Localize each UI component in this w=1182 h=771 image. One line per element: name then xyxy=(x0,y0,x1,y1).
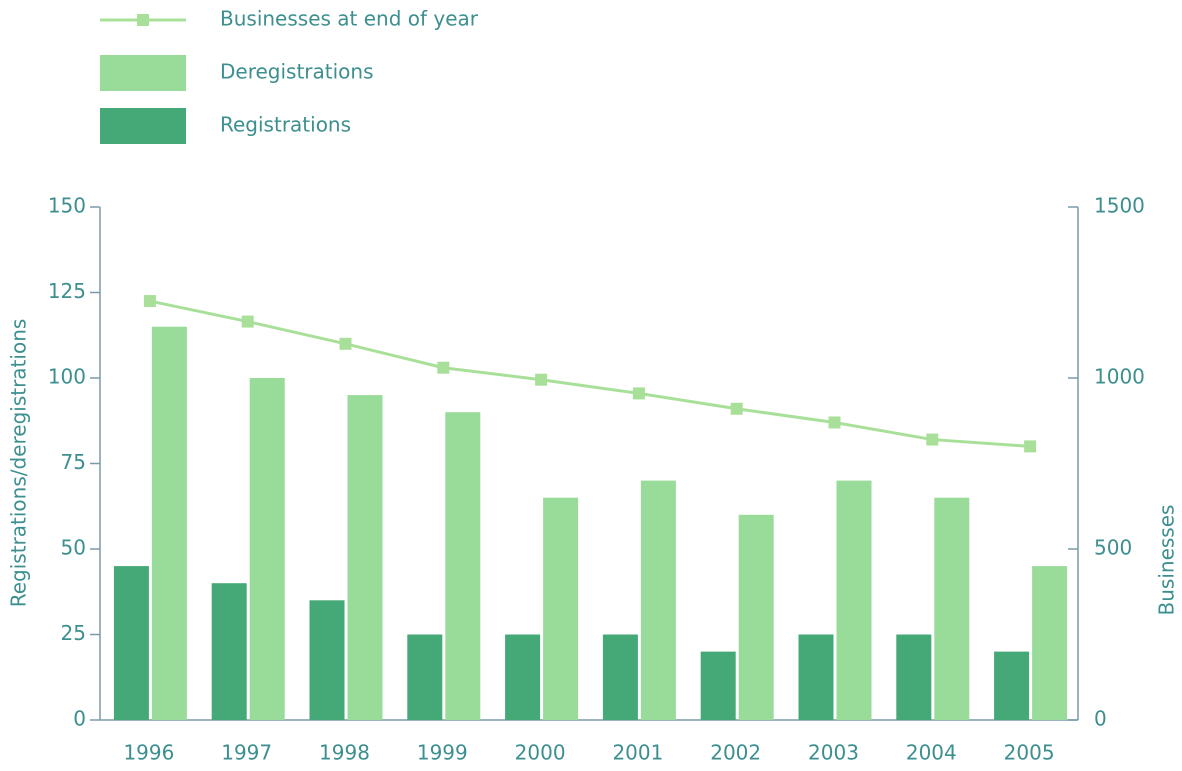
legend-marker xyxy=(137,14,149,26)
bar xyxy=(934,497,970,720)
x-tick-label: 2005 xyxy=(1004,741,1055,765)
legend-swatch xyxy=(100,55,186,91)
legend-swatch xyxy=(100,108,186,144)
bar xyxy=(896,634,932,720)
x-tick-label: 2002 xyxy=(710,741,761,765)
line xyxy=(149,299,1031,448)
y-tick-label: 100 xyxy=(48,365,86,389)
x-tick-label: 2001 xyxy=(612,741,663,765)
marker xyxy=(339,337,352,350)
x-tick-label: 1998 xyxy=(319,741,370,765)
bar xyxy=(640,480,676,720)
bar xyxy=(445,412,481,720)
bar xyxy=(602,634,638,720)
marker xyxy=(143,295,156,308)
bar xyxy=(700,651,736,720)
bar xyxy=(994,651,1030,720)
bar xyxy=(836,480,872,720)
bar xyxy=(1032,566,1068,720)
y2-axis-label: Businesses xyxy=(1155,505,1179,616)
y-tick-label: 0 xyxy=(73,707,86,731)
legend-label: Deregistrations xyxy=(220,60,374,84)
y-tick-label: 125 xyxy=(48,279,86,303)
x-tick-label: 1997 xyxy=(221,741,272,765)
y2-tick-label: 500 xyxy=(1094,536,1132,560)
marker xyxy=(730,402,743,415)
y-tick-label: 25 xyxy=(61,621,86,645)
x-tick-label: 2000 xyxy=(515,741,566,765)
legend-label: Registrations xyxy=(220,113,351,137)
marker xyxy=(241,315,254,328)
bar xyxy=(738,514,774,720)
marker xyxy=(926,433,939,446)
bar xyxy=(543,497,579,720)
marker xyxy=(437,361,450,374)
y2-tick-label: 1500 xyxy=(1094,194,1145,218)
bar xyxy=(211,583,247,720)
y-tick-label: 75 xyxy=(61,450,86,474)
y-axis-label: Registrations/deregistrations xyxy=(7,319,31,608)
bar xyxy=(407,634,443,720)
y-tick-label: 50 xyxy=(61,536,86,560)
y2-tick-label: 1000 xyxy=(1094,365,1145,389)
x-tick-label: 2004 xyxy=(906,741,957,765)
marker xyxy=(632,387,645,400)
bar xyxy=(347,395,383,720)
marker xyxy=(1024,440,1037,453)
marker xyxy=(535,373,548,386)
y-tick-label: 150 xyxy=(48,194,86,218)
bar xyxy=(505,634,541,720)
bar xyxy=(151,326,187,720)
x-tick-label: 1996 xyxy=(123,741,174,765)
legend-label: Businesses at end of year xyxy=(220,7,479,31)
bar xyxy=(798,634,834,720)
bar xyxy=(249,378,285,720)
x-tick-label: 2003 xyxy=(808,741,859,765)
bar xyxy=(309,600,345,720)
x-tick-label: 1999 xyxy=(417,741,468,765)
y2-tick-label: 0 xyxy=(1094,707,1107,731)
marker xyxy=(828,416,841,429)
bar xyxy=(113,566,149,720)
